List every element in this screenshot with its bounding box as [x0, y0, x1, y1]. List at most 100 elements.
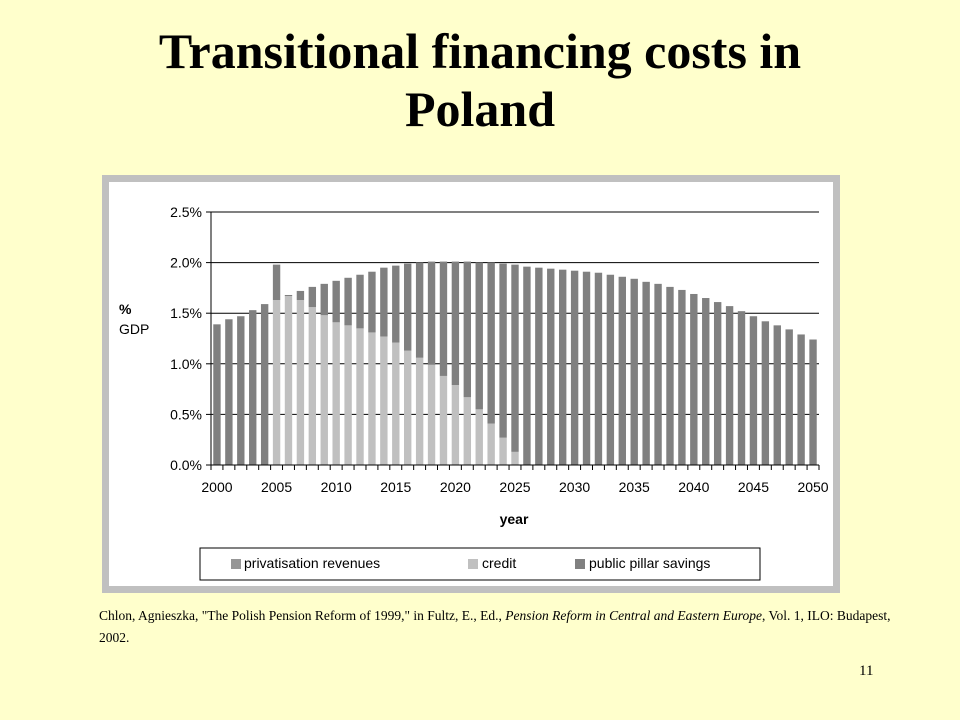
- bar-credit: [344, 325, 352, 465]
- bar-public-pillar-savings: [368, 271, 376, 333]
- legend-swatch-credit: [468, 559, 478, 569]
- bar-public-pillar-savings: [296, 290, 305, 301]
- bar-credit: [499, 437, 507, 465]
- bar-public-pillar-savings: [558, 269, 567, 465]
- x-tick-label: 2035: [619, 479, 650, 495]
- x-tick-label: 2015: [380, 479, 411, 495]
- bar-public-pillar-savings: [642, 281, 650, 465]
- bar-credit: [439, 375, 448, 465]
- bar-credit: [308, 307, 317, 465]
- bar-public-pillar-savings: [284, 294, 293, 296]
- bar-public-pillar-savings: [678, 289, 686, 465]
- bar-public-pillar-savings: [249, 310, 257, 465]
- bar-public-pillar-savings: [415, 262, 424, 358]
- bar-public-pillar-savings: [523, 266, 531, 465]
- bar-credit: [475, 409, 483, 465]
- x-tick-label: 2020: [440, 479, 471, 495]
- bar-public-pillar-savings: [380, 267, 388, 337]
- legend: privatisation revenues credit public pil…: [199, 547, 761, 581]
- bar-public-pillar-savings: [356, 274, 364, 329]
- bar-credit: [296, 300, 305, 465]
- bar-credit: [320, 315, 328, 465]
- y-tick-label: 1.0%: [170, 356, 202, 372]
- x-tick-label: 2025: [499, 479, 530, 495]
- bar-public-pillar-savings: [332, 280, 340, 323]
- bar-public-pillar-savings: [749, 316, 758, 465]
- bar-public-pillar-savings: [785, 329, 793, 465]
- bar-public-pillar-savings: [320, 283, 328, 316]
- x-axis-label: year: [500, 511, 529, 527]
- citation-text: Chlon, Agnieszka, "The Polish Pension Re…: [99, 608, 506, 623]
- y-axis-label-line-2: GDP: [119, 321, 149, 337]
- x-tick-label: 2050: [797, 479, 828, 495]
- bar-credit: [284, 295, 293, 465]
- bar-public-pillar-savings: [272, 264, 281, 301]
- bar-credit: [356, 328, 364, 465]
- bar-public-pillar-savings: [547, 268, 555, 465]
- y-tick-label: 0.5%: [170, 406, 202, 422]
- bar-public-pillar-savings: [475, 262, 483, 410]
- y-tick-label: 1.5%: [170, 305, 202, 321]
- bar-public-pillar-savings: [213, 324, 221, 465]
- x-tick-label: 2000: [201, 479, 232, 495]
- bar-public-pillar-savings: [439, 261, 448, 376]
- bar-credit: [272, 300, 281, 465]
- bar-public-pillar-savings: [237, 316, 245, 465]
- bar-public-pillar-savings: [451, 261, 460, 386]
- bar-public-pillar-savings: [570, 270, 579, 465]
- bar-public-pillar-savings: [618, 276, 626, 465]
- x-tick-label: 2030: [559, 479, 590, 495]
- legend-label-credit: credit: [482, 555, 516, 571]
- y-axis-label-line-1: %: [119, 301, 132, 317]
- legend-label-privatisation: privatisation revenues: [244, 555, 380, 571]
- y-tick-label: 0.0%: [170, 457, 202, 473]
- bar-public-pillar-savings: [773, 325, 781, 465]
- bar-public-pillar-savings: [487, 262, 495, 424]
- bar-credit: [332, 322, 340, 465]
- bar-public-pillar-savings: [344, 277, 352, 326]
- axes: [210, 212, 820, 470]
- bar-credit: [487, 423, 495, 465]
- citation-text-end: , Vol. 1, ILO: Budapest, 2002.: [99, 608, 891, 645]
- bar-public-pillar-savings: [797, 334, 805, 465]
- bar-credit: [380, 336, 388, 465]
- y-tick-label: 2.5%: [170, 204, 202, 220]
- legend-swatch-privatisation: [231, 559, 241, 569]
- bar-credit: [415, 357, 424, 465]
- bar-credit: [451, 385, 460, 465]
- bars: [213, 261, 817, 465]
- x-tick-label: 2010: [321, 479, 352, 495]
- bar-public-pillar-savings: [725, 306, 734, 465]
- bar-public-pillar-savings: [392, 265, 400, 343]
- bar-credit: [392, 342, 400, 465]
- bar-public-pillar-savings: [809, 339, 817, 465]
- bar-public-pillar-savings: [630, 278, 638, 465]
- x-tick-label: 2045: [738, 479, 769, 495]
- bar-public-pillar-savings: [499, 263, 507, 438]
- slide-title-line-2: Poland: [404, 81, 556, 137]
- bar-public-pillar-savings: [654, 283, 662, 465]
- page-number: 11: [859, 663, 874, 679]
- citation: Chlon, Agnieszka, "The Polish Pension Re…: [99, 605, 899, 649]
- bar-public-pillar-savings: [427, 261, 436, 365]
- bar-public-pillar-savings: [511, 264, 519, 452]
- chart-container: 0.0% 0.5% 1.0% 1.5% 2.0% 2.5% 2000 2005 2010 201…: [102, 175, 840, 593]
- bar-public-pillar-savings: [582, 271, 591, 465]
- legend-box: [199, 547, 761, 581]
- bar-public-pillar-savings: [260, 304, 269, 465]
- bar-public-pillar-savings: [737, 311, 746, 465]
- legend-swatch-public-pillar: [575, 559, 585, 569]
- bar-public-pillar-savings: [761, 321, 770, 465]
- legend-label-public-pillar: public pillar savings: [589, 555, 710, 571]
- bar-credit: [368, 332, 376, 465]
- bar-public-pillar-savings: [606, 274, 615, 465]
- bar-credit: [511, 451, 519, 465]
- bar-public-pillar-savings: [594, 272, 603, 465]
- stacked-bar-chart: 0.0% 0.5% 1.0% 1.5% 2.0% 2.5% 2000 2005 2010 201…: [102, 175, 840, 593]
- slide-title-line-1: Transitional financing costs in: [158, 23, 802, 79]
- bar-public-pillar-savings: [690, 293, 698, 465]
- bar-public-pillar-savings: [702, 298, 710, 465]
- y-tick-label: 2.0%: [170, 255, 202, 271]
- bar-public-pillar-savings: [404, 263, 412, 351]
- bar-public-pillar-savings: [225, 319, 233, 465]
